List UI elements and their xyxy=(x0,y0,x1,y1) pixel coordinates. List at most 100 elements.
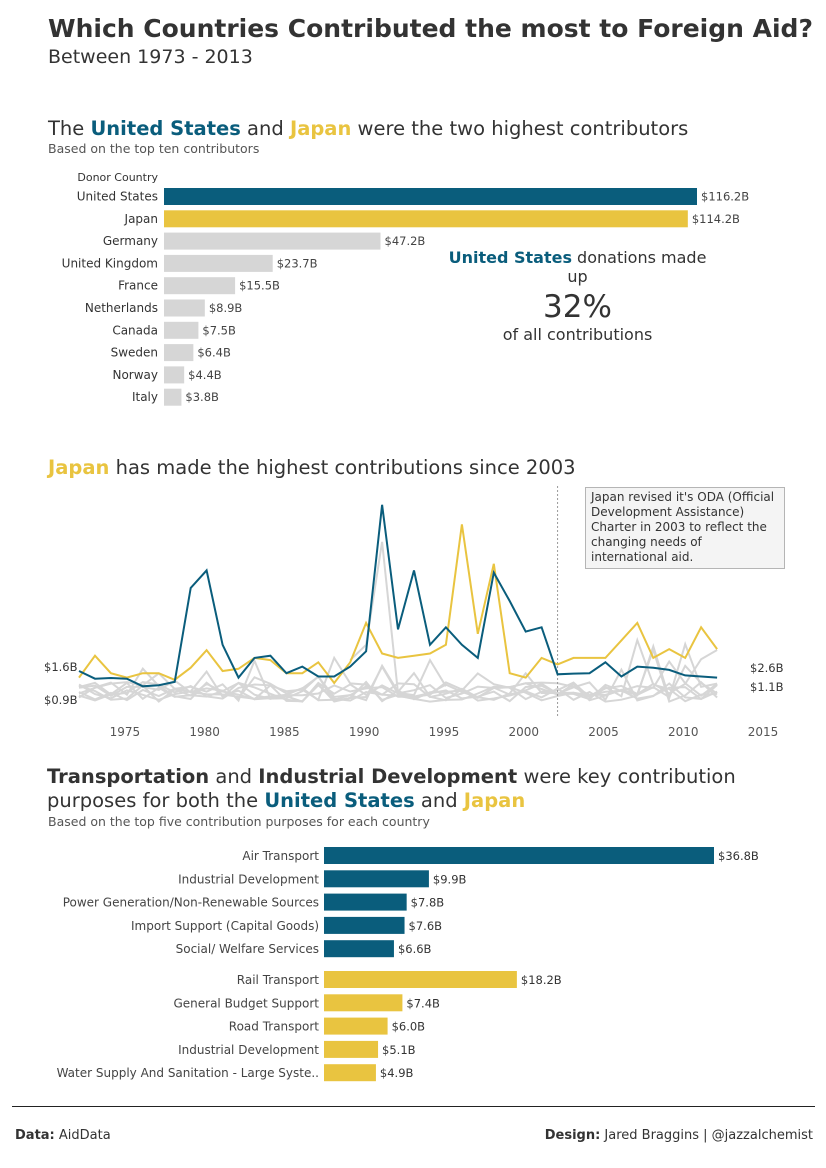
category-label: Japan xyxy=(124,212,158,226)
x-tick-label: 1975 xyxy=(110,725,141,739)
bar xyxy=(324,1064,376,1082)
other-country-line xyxy=(78,641,718,703)
footer-data-value: AidData xyxy=(54,1128,111,1143)
data-label: $9.9B xyxy=(433,872,467,886)
data-label: $15.5B xyxy=(239,279,280,293)
bar xyxy=(164,254,273,272)
category-label: Import Support (Capital Goods) xyxy=(131,919,319,933)
x-tick-label: 1995 xyxy=(429,725,460,739)
data-label: $8.9B xyxy=(209,301,243,315)
data-label: $7.6B xyxy=(409,919,443,933)
bar xyxy=(164,277,236,295)
section1-heading-us: United States xyxy=(90,117,241,140)
section3-heading-b1: Transportation xyxy=(47,765,210,788)
data-label: $23.7B xyxy=(277,256,318,270)
category-label: Sweden xyxy=(111,346,158,360)
kpi-country: United States xyxy=(448,248,572,267)
category-label: Italy xyxy=(132,390,158,404)
category-label: Rail Transport xyxy=(237,973,320,987)
section1-heading-pre: The xyxy=(48,117,91,140)
data-label: $3.8B xyxy=(185,390,219,404)
section3-heading-us: United States xyxy=(264,789,415,812)
category-label: Social/ Welfare Services xyxy=(176,942,319,956)
section3-heading-mid2: were key contribution purposes for both … xyxy=(47,765,736,812)
data-label: $114.2B xyxy=(692,212,740,226)
section1-heading: The United States and Japan were the two… xyxy=(48,117,688,140)
category-label: Netherlands xyxy=(85,301,158,315)
bar xyxy=(164,188,697,205)
section3-note: Based on the top five contribution purpo… xyxy=(48,814,430,829)
bar xyxy=(324,994,403,1012)
kpi-footer: of all contributions xyxy=(502,325,653,344)
bar xyxy=(324,870,429,888)
bar xyxy=(324,971,517,988)
data-label: $5.1B xyxy=(382,1043,416,1057)
data-label: $7.5B xyxy=(202,323,236,337)
section1-note: Based on the top ten contributors xyxy=(48,141,260,156)
bar xyxy=(164,388,182,406)
category-label: Industrial Development xyxy=(178,872,319,886)
category-label: Water Supply And Sanitation - Large Syst… xyxy=(57,1066,319,1080)
data-label: $47.2B xyxy=(385,234,426,248)
section3-heading-mid1: and xyxy=(209,765,259,788)
end-label-us: $1.1B xyxy=(750,680,784,694)
page-title: Which Countries Contributed the most to … xyxy=(48,14,813,43)
axis-header: Donor Country xyxy=(77,171,158,184)
bar xyxy=(164,344,194,362)
data-label: $6.0B xyxy=(392,1020,426,1034)
bar xyxy=(324,1040,379,1058)
bar xyxy=(324,847,714,864)
germany-line xyxy=(349,541,447,697)
bar xyxy=(164,299,205,317)
bar xyxy=(164,232,381,250)
data-label: $4.9B xyxy=(380,1066,414,1080)
us-share-kpi: United States donations made up 32% of a… xyxy=(440,248,715,344)
category-label: Norway xyxy=(112,368,158,382)
start-label-us: $1.6B xyxy=(44,660,78,674)
series-line-japan xyxy=(78,524,718,685)
series-line-united-states xyxy=(78,504,718,688)
kpi-text-rest: donations made up xyxy=(567,248,707,286)
bar xyxy=(324,940,394,958)
kpi-value: 32% xyxy=(543,289,612,325)
data-label: $6.6B xyxy=(398,942,432,956)
data-label: $6.4B xyxy=(197,346,231,360)
data-label: $36.8B xyxy=(718,849,759,863)
category-label: Power Generation/Non-Renewable Sources xyxy=(63,896,319,910)
x-tick-label: 2000 xyxy=(508,725,539,739)
x-tick-label: 1985 xyxy=(269,725,300,739)
category-label: Air Transport xyxy=(242,849,319,863)
section3-heading-b2: Industrial Development xyxy=(258,765,518,788)
section1-heading-jp: Japan xyxy=(289,117,352,140)
bar xyxy=(164,321,199,339)
footer-data-credit: Data: AidData xyxy=(15,1128,111,1143)
category-label: Germany xyxy=(103,234,158,248)
category-label: Industrial Development xyxy=(178,1043,319,1057)
footer-divider xyxy=(12,1106,815,1107)
category-label: United Kingdom xyxy=(62,256,158,270)
data-label: $18.2B xyxy=(521,973,562,987)
x-tick-label: 2005 xyxy=(588,725,619,739)
end-label-japan: $2.6B xyxy=(750,661,784,675)
section3-heading-jp: Japan xyxy=(463,789,526,812)
section3-heading: Transportation and Industrial Developmen… xyxy=(47,765,826,813)
category-label: General Budget Support xyxy=(173,996,319,1010)
footer-design-value: Jared Braggins | @jazzalchemist xyxy=(600,1128,813,1143)
footer-design-label: Design: xyxy=(544,1128,601,1143)
data-label: $116.2B xyxy=(701,190,749,204)
start-label-japan: $0.9B xyxy=(44,693,78,707)
donor-bar-chart: Donor Country United States $116.2B Japan $1… xyxy=(62,171,749,406)
x-tick-label: 1990 xyxy=(349,725,380,739)
kpi-text: United States donations made up xyxy=(440,248,715,286)
x-tick-label: 2010 xyxy=(668,725,699,739)
oda-annotation: Japan revised it's ODA (Official Develop… xyxy=(585,487,785,569)
category-label: Canada xyxy=(112,323,158,337)
bar xyxy=(324,916,405,934)
category-label: Road Transport xyxy=(229,1020,320,1034)
section2-heading: Japan has made the highest contributions… xyxy=(48,456,576,479)
bar xyxy=(324,893,407,911)
bar xyxy=(324,1017,388,1035)
section2-heading-post: has made the highest contributions since… xyxy=(109,456,576,479)
contributions-line-chart: $1.6B $0.9B $2.6B $1.1B 1975 1980 1985 1990 1995… xyxy=(44,486,784,739)
purpose-bar-chart: Air Transport $36.8B Industrial Developmen… xyxy=(57,847,759,1082)
